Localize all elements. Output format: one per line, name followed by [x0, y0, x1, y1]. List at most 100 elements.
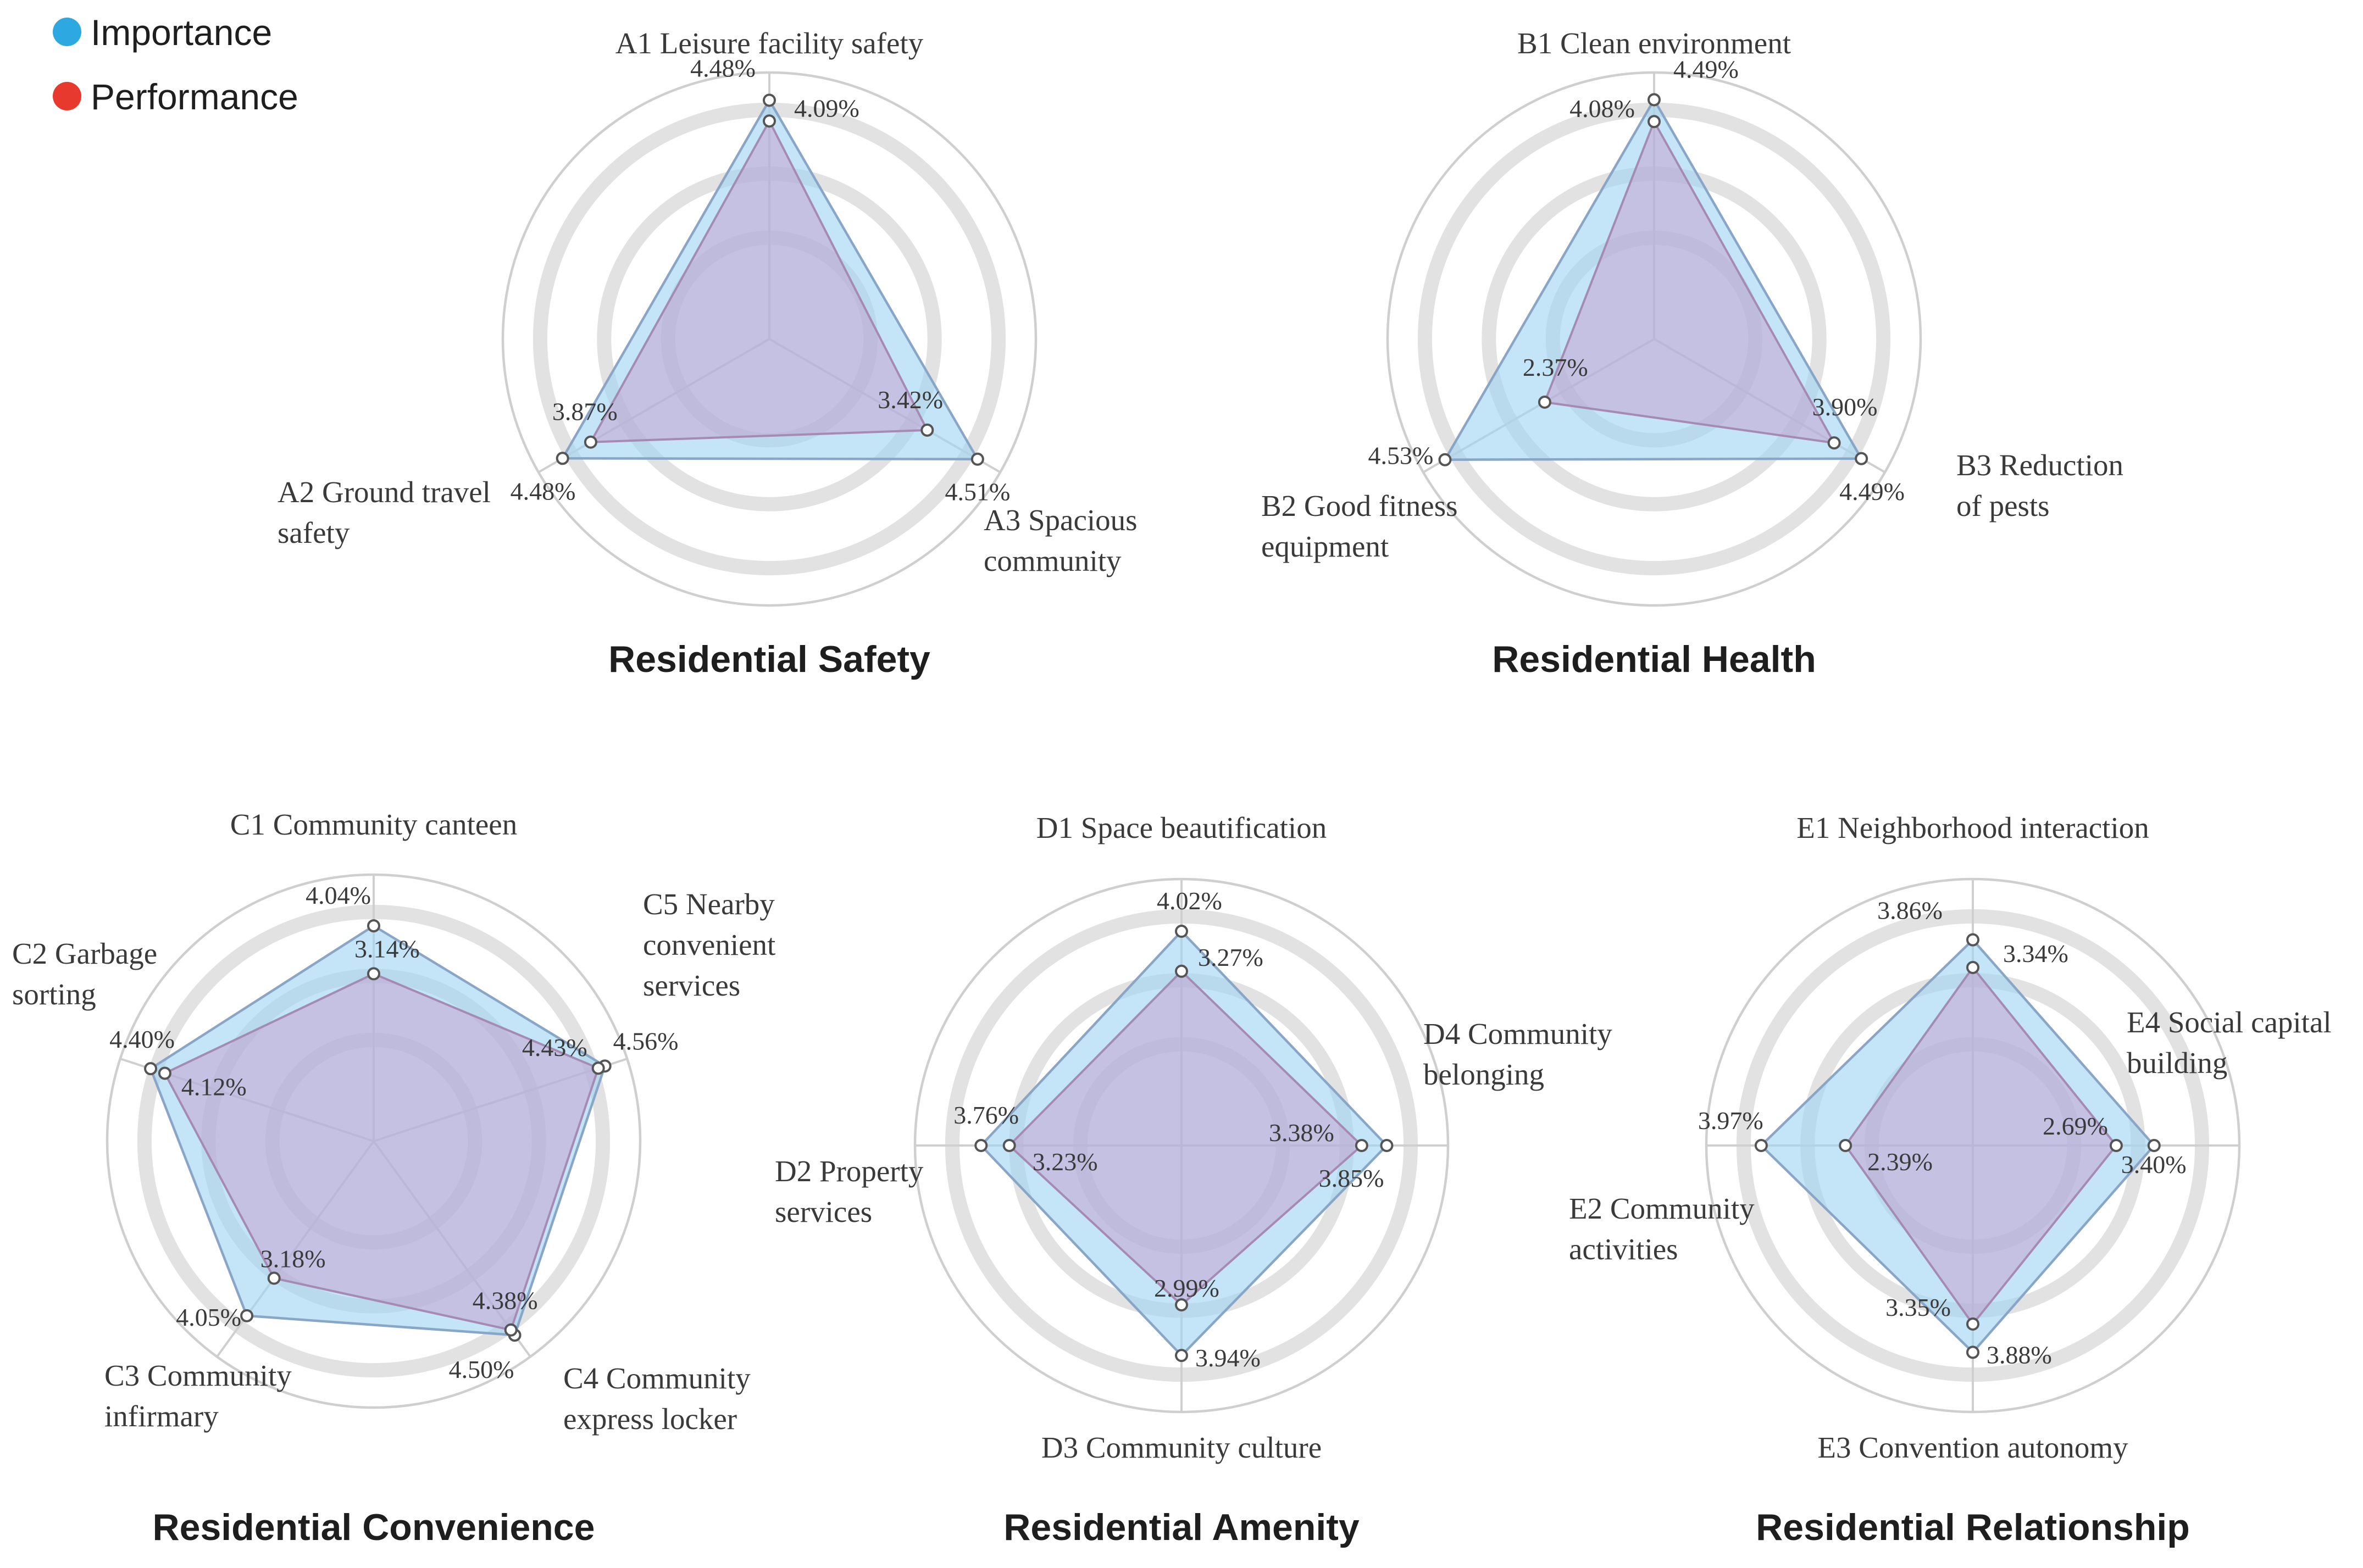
chart-title: Residential Health [1492, 638, 1816, 680]
radar-chart-residential-amenity: 4.02% 3.27% 3.85% 3.38% 3.94% 2.99% 3.76% 3.23%… [775, 811, 1612, 1548]
value-label-importance: 4.02% [1157, 887, 1222, 915]
data-point-importance [1648, 93, 1661, 107]
series-polygon-importance [560, 97, 980, 460]
series-polygon-performance [1543, 119, 1837, 444]
data-point-importance [1855, 452, 1868, 465]
data-point-performance [1966, 1317, 1979, 1331]
axis-label-e2-community-activities: E2 Community activities [1569, 1192, 1755, 1266]
value-label-performance: 3.34% [2003, 939, 2068, 968]
data-point-importance [240, 1309, 254, 1322]
axis-label-e1-neighborhood-interaction: E1 Neighborhood interaction [1796, 811, 2149, 844]
axis-label-c1-community-canteen: C1 Community canteen [230, 808, 517, 841]
data-point-performance [1966, 961, 1979, 975]
value-label-performance: 2.99% [1154, 1274, 1219, 1302]
data-point-importance [974, 1139, 988, 1152]
axis-label-a1-leisure-facility-safety: A1 Leisure facility safety [615, 26, 924, 60]
value-label-performance: 4.12% [181, 1073, 247, 1101]
data-point-importance [1966, 933, 1979, 947]
value-label-importance: 4.51% [945, 478, 1010, 506]
value-label-importance: 4.05% [176, 1303, 241, 1331]
legend-item-performance: Performance [53, 76, 298, 117]
data-point-performance [584, 435, 597, 449]
chart-title: Residential Relationship [1756, 1506, 2190, 1548]
data-point-importance [1754, 1139, 1768, 1152]
data-point-performance [1839, 1139, 1852, 1152]
series-polygon-performance [589, 119, 929, 443]
data-point-importance [2147, 1139, 2161, 1152]
legend-marker-performance [53, 82, 81, 110]
series-polygon-importance [149, 924, 607, 1337]
axis-label-d2-property-services: D2 Property services [775, 1154, 924, 1228]
axis-label-c3-community-infirmary: C3 Community infirmary [104, 1359, 292, 1433]
axis-label-b3-reduction-of-pests: B3 Reduction of pests [1956, 448, 2123, 522]
value-label-importance: 3.94% [1195, 1344, 1261, 1372]
data-point-performance [763, 114, 776, 128]
value-label-performance: 3.35% [1885, 1293, 1951, 1321]
chart-title: Residential Safety [608, 638, 930, 680]
radar-chart-residential-safety: 4.48% 4.09% 4.51% 3.42% 4.48% 3.87% A1 Leisure… [278, 26, 1138, 680]
data-point-performance [158, 1066, 171, 1080]
value-label-performance: 3.14% [354, 935, 420, 963]
value-label-performance: 4.09% [794, 94, 859, 122]
value-label-performance: 2.39% [1867, 1148, 1933, 1176]
value-label-performance: 3.90% [1812, 393, 1878, 421]
data-point-importance [367, 919, 380, 933]
value-label-importance: 3.88% [1987, 1341, 2052, 1369]
value-label-importance: 4.50% [449, 1355, 514, 1383]
data-point-importance [1966, 1345, 1979, 1359]
axis-label-d1-space-beautification: D1 Space beautification [1036, 811, 1327, 844]
data-point-performance [1355, 1139, 1368, 1152]
data-point-performance [1175, 964, 1188, 978]
value-label-importance: 4.53% [1368, 442, 1433, 470]
value-label-importance: 3.86% [1877, 897, 1943, 925]
axis-label-e3-convention-autonomy: E3 Convention autonomy [1817, 1431, 2128, 1464]
axis-label-a2-ground-travel-safety: A2 Ground travel safety [278, 475, 491, 549]
series-polygon-performance [163, 972, 600, 1332]
legend-item-importance: Importance [53, 12, 272, 53]
legend: Importance Performance [53, 12, 298, 117]
value-label-importance: 3.85% [1319, 1164, 1384, 1192]
value-label-importance: 4.48% [511, 477, 576, 505]
value-label-importance: 4.04% [306, 881, 371, 909]
data-point-performance [591, 1061, 605, 1075]
value-label-importance: 4.49% [1673, 55, 1739, 83]
data-point-importance [763, 93, 776, 107]
data-point-performance [1827, 436, 1841, 450]
axis-label-c2-garbage-sorting: C2 Garbage sorting [12, 937, 157, 1011]
data-point-performance [2109, 1139, 2123, 1152]
data-point-importance [1380, 1139, 1394, 1152]
value-label-performance: 4.08% [1569, 94, 1635, 123]
value-label-performance: 2.37% [1523, 353, 1588, 381]
radar-chart-residential-relationship: 3.86% 3.34% 3.40% 2.69% 3.88% 3.35% 3.97% 2.39%… [1569, 811, 2332, 1548]
data-point-performance [504, 1323, 518, 1337]
value-label-performance: 4.38% [473, 1287, 538, 1315]
value-label-importance: 3.97% [1698, 1107, 1763, 1135]
axis-label-b2-good-fitness-equipment: B2 Good fitness equipment [1261, 489, 1458, 563]
data-point-performance [920, 423, 934, 437]
value-label-performance: 2.69% [2043, 1112, 2108, 1140]
axis-label-c5-nearby-convenient-services: C5 Nearby convenient services [643, 887, 775, 1002]
data-point-importance [1438, 453, 1452, 466]
data-point-performance [1538, 395, 1551, 409]
axis-label-d4-community-belonging: D4 Community belonging [1423, 1017, 1612, 1091]
data-point-importance [970, 452, 984, 466]
axis-label-c4-community-express-locker: C4 Community express locker [563, 1361, 751, 1436]
value-label-performance: 3.87% [552, 398, 618, 426]
data-point-importance [1175, 925, 1188, 938]
value-label-importance: 4.48% [690, 54, 756, 82]
data-point-performance [1175, 1298, 1188, 1312]
data-point-performance [267, 1271, 281, 1285]
data-point-importance [556, 452, 569, 465]
value-label-performance: 3.23% [1033, 1148, 1098, 1176]
chart-title: Residential Convenience [153, 1506, 595, 1548]
value-label-performance: 3.42% [878, 386, 943, 414]
legend-label-performance: Performance [91, 76, 298, 117]
value-label-importance: 3.40% [2121, 1150, 2187, 1178]
axis-label-b1-clean-environment: B1 Clean environment [1517, 26, 1791, 60]
value-label-performance: 4.43% [522, 1033, 587, 1061]
axis-label-a3-spacious-community: A3 Spacious community [984, 503, 1138, 577]
radar-chart-residential-health: 4.49% 4.08% 4.49% 3.90% 4.53% 2.37% B1 Clean e… [1261, 26, 2123, 680]
data-point-importance [1175, 1349, 1188, 1363]
series-polygon-importance [1443, 97, 1864, 461]
